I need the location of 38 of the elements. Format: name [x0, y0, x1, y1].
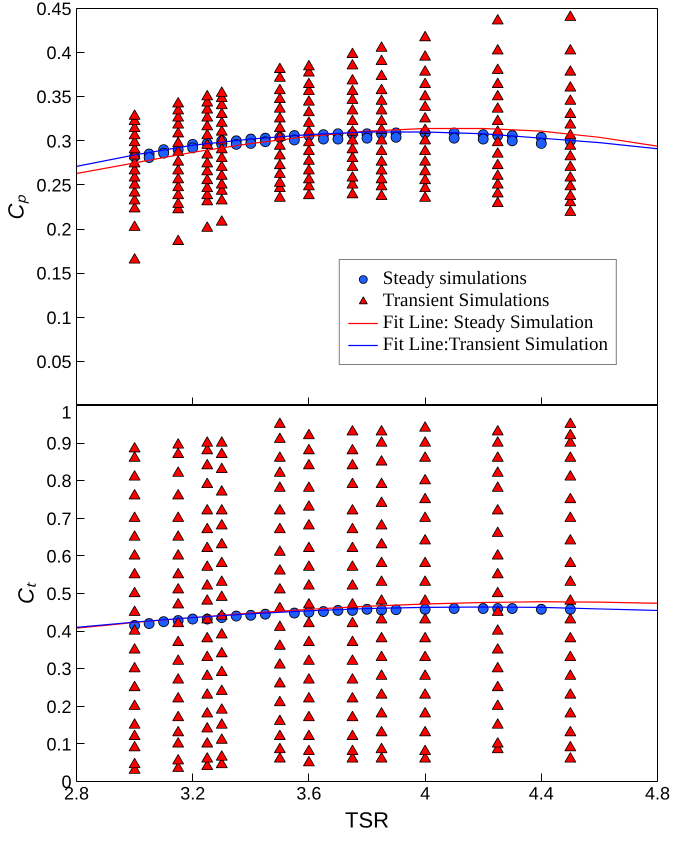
x-tick-label: 4	[420, 784, 430, 804]
y-tick-label: 0.35	[36, 87, 72, 108]
x-axis-title: TSR	[345, 808, 389, 832]
y-tick-label: 0.7	[46, 508, 72, 529]
y-tick-label: 0.2	[46, 696, 72, 717]
point	[332, 134, 344, 144]
y-tick-label: 0.3	[46, 659, 72, 680]
point	[536, 138, 547, 149]
point	[390, 132, 402, 143]
y-tick-label: 0.1	[46, 308, 72, 328]
y-tick-label: 0.4	[46, 622, 72, 642]
y-tick-label: 0.4	[46, 43, 72, 64]
y-axis-title: Cₜ	[13, 581, 38, 604]
y-tick-label: 0.5	[46, 584, 72, 604]
x-tick-label: 4.4	[528, 784, 554, 804]
y-tick-label: 0.3	[46, 131, 72, 152]
point	[478, 134, 489, 144]
y-tick-label: 1	[61, 402, 72, 422]
y-tick-label: 0.1	[46, 734, 72, 754]
point	[506, 135, 518, 146]
legend-label: Steady simulations	[382, 268, 527, 290]
point	[448, 132, 460, 144]
point	[362, 132, 372, 144]
y-tick-label: 0.05	[36, 352, 72, 372]
legend-label: Fit Line:Transient Simulation	[382, 334, 608, 356]
x-tick-label: 3.2	[180, 784, 206, 804]
x-tick-label: 4.8	[644, 784, 670, 804]
legend-label: Transient Simulations	[382, 290, 550, 312]
y-tick-label: 0.15	[36, 264, 72, 284]
y-tick-label: 0.2	[46, 220, 72, 240]
y-axis-title: Cₚ	[3, 194, 30, 220]
y-tick-label: 0.25	[36, 175, 72, 196]
y-tick-label: 0.6	[46, 546, 72, 566]
legend-label: Fit Line: Steady Simulation	[382, 312, 594, 334]
y-tick-label: 0.8	[46, 471, 72, 492]
y-tick-label: 0.9	[46, 434, 72, 454]
y-tick-label: 0.45	[36, 0, 72, 19]
x-tick-label: 3.6	[296, 784, 322, 804]
